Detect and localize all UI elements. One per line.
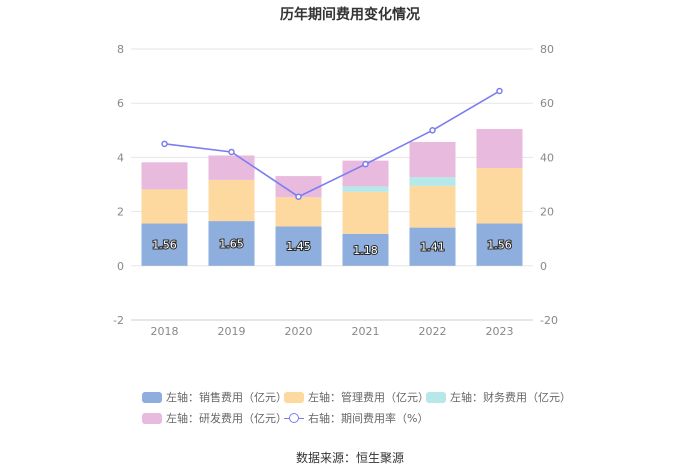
expense-rate-point <box>362 160 369 168</box>
legend-label-admin: 左轴：管理费用（亿元） <box>308 391 429 404</box>
right-axis-tick-label: 20 <box>540 206 554 219</box>
left-axis-tick-label: -2 <box>113 314 124 327</box>
legend-item-rnd[interactable]: 左轴：研发费用（亿元） <box>142 410 287 426</box>
x-axis-tick-label: 2022 <box>419 325 447 338</box>
bar-segment <box>342 233 389 266</box>
bar-segment <box>409 177 456 186</box>
expense-rate-point <box>228 148 235 156</box>
bar-data-label: 1.56 <box>152 239 177 252</box>
expense-rate-point <box>295 193 302 200</box>
legend-item-expense-rate[interactable]: 右轴：期间费用率（%） <box>284 410 428 426</box>
left-axis-tick-label: 4 <box>117 151 124 164</box>
expense-rate-point <box>161 140 168 148</box>
legend-label-expense-rate: 右轴：期间费用率（%） <box>308 412 429 425</box>
bar-segment <box>409 227 456 266</box>
x-axis-tick-label: 2018 <box>151 325 179 338</box>
bar-segment <box>342 191 389 234</box>
bar-segment <box>208 155 255 180</box>
bar-data-label: 1.41 <box>420 241 445 254</box>
legend-swatch-expense-rate <box>284 412 304 424</box>
bar-segment <box>141 162 188 190</box>
right-axis-tick-label: 40 <box>540 151 554 164</box>
left-axis-tick-label: 8 <box>117 43 124 56</box>
expense-rate-point <box>429 127 436 134</box>
bar-segment <box>476 223 523 266</box>
legend-item-sales[interactable]: 左轴：销售费用（亿元） <box>142 389 287 405</box>
bar-segment <box>409 185 456 228</box>
chart-title: 历年期间费用变化情况 <box>280 7 420 23</box>
x-axis-tick-label: 2020 <box>285 325 313 338</box>
legend-swatch-finance <box>426 391 446 403</box>
bar-data-label: 1.56 <box>487 239 512 252</box>
right-axis-tick-label: 60 <box>540 97 554 110</box>
legend-swatch-sales <box>142 391 162 403</box>
legend-label-rnd: 左轴：研发费用（亿元） <box>166 412 287 425</box>
legend-item-finance[interactable]: 左轴：财务费用（亿元） <box>426 389 571 405</box>
left-axis-tick-label: 0 <box>117 260 124 273</box>
bar-segment <box>275 197 322 227</box>
legend-label-finance: 左轴：财务费用（亿元） <box>450 391 571 404</box>
legend-swatch-admin <box>284 391 304 403</box>
x-axis-tick-label: 2021 <box>352 325 380 338</box>
legend-item-admin[interactable]: 左轴：管理费用（亿元） <box>284 389 429 405</box>
bar-data-label: 1.18 <box>353 244 378 257</box>
bar-segment <box>342 186 389 192</box>
bar-segment <box>476 167 523 224</box>
legend-label-sales: 左轴：销售费用（亿元） <box>166 391 287 404</box>
expense-rate-line <box>164 90 500 198</box>
x-axis-tick-label: 2023 <box>486 325 514 338</box>
left-axis-tick-label: 6 <box>117 97 124 110</box>
bar-segment <box>208 221 255 266</box>
bar-segment <box>409 141 456 178</box>
bar-segment <box>141 223 188 266</box>
bar-data-label: 1.65 <box>219 237 244 250</box>
right-axis-tick-label: -20 <box>540 314 558 327</box>
right-axis-tick-label: 80 <box>540 43 554 56</box>
bar-data-label: 1.45 <box>286 240 311 253</box>
bar-segment <box>141 189 188 224</box>
right-axis-tick-label: 0 <box>540 260 547 273</box>
expense-rate-point <box>496 87 503 95</box>
left-axis-tick-label: 2 <box>117 206 124 219</box>
x-axis-tick-label: 2019 <box>218 325 246 338</box>
bar-segment <box>476 128 523 168</box>
legend-swatch-rnd <box>142 412 162 424</box>
bar-segment <box>208 179 255 222</box>
bar-segment <box>275 226 322 266</box>
data-source: 数据来源：恒生聚源 <box>295 451 404 465</box>
